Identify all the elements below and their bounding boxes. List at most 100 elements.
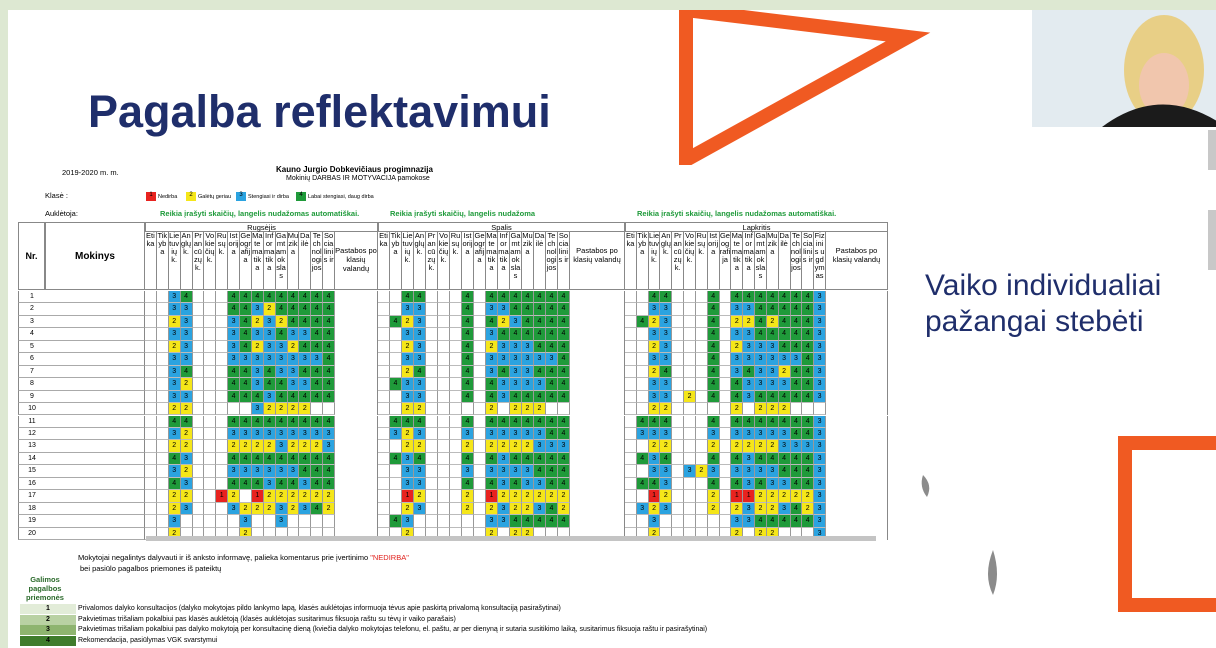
grade-cell: [438, 340, 450, 354]
grade-cell: 4: [546, 328, 558, 341]
grade-cell: 2: [323, 490, 335, 503]
grade-cell: [156, 440, 169, 453]
grade-cell: 2: [228, 490, 240, 503]
subject-header: Geografija: [719, 232, 732, 290]
grade-cell: 3: [402, 465, 414, 478]
grade-cell: 4: [802, 291, 815, 304]
remarks-cell: [826, 440, 888, 453]
grade-cell: [156, 353, 169, 366]
grade-cell: [204, 403, 217, 416]
grade-cell: [625, 340, 637, 354]
legend-label: Labai stengiasi, daug dirba: [308, 194, 374, 200]
grade-cell: [450, 353, 462, 366]
grade-cell: [390, 340, 402, 354]
subject-header: Rusų k.: [450, 232, 462, 290]
grade-cell: 3: [228, 465, 240, 478]
grade-cell: 2: [299, 490, 312, 503]
grade-cell: 4: [240, 378, 252, 391]
grade-cell: [695, 328, 708, 341]
grade-cell: [156, 390, 169, 404]
grade-cell: 3: [323, 440, 335, 453]
grade-cell: [192, 315, 205, 329]
grade-cell: 4: [534, 340, 546, 354]
subject-header: Technologijos: [790, 232, 803, 290]
remarks-cell: [570, 365, 625, 379]
remarks-cell: [570, 340, 625, 354]
grade-cell: [145, 502, 157, 516]
grade-cell: 2: [755, 403, 767, 416]
grade-cell: 4: [323, 452, 335, 466]
grade-cell: [684, 515, 696, 528]
grade-cell: 4: [790, 502, 803, 516]
grade-cell: [802, 403, 815, 416]
grade-cell: 3: [498, 303, 510, 316]
grade-cell: 4: [707, 365, 720, 379]
student-cell: [45, 390, 145, 404]
note: Mokytojai negalintys dalyvauti ir iš ank…: [78, 553, 409, 562]
grade-cell: [426, 415, 438, 428]
grade-cell: 3: [498, 502, 510, 516]
grade-cell: [625, 378, 637, 391]
grade-cell: 4: [790, 465, 803, 478]
grade-cell: 3: [660, 477, 673, 491]
grade-cell: 4: [510, 515, 522, 528]
grade-cell: 3: [228, 315, 240, 329]
remarks-cell: [826, 378, 888, 391]
grade-cell: [216, 427, 229, 441]
grade-cell: 4: [510, 415, 522, 428]
grade-cell: 4: [311, 328, 324, 341]
subject-header: Matematika: [486, 232, 498, 290]
grade-cell: 4: [287, 315, 300, 329]
grade-cell: [450, 452, 462, 466]
grade-cell: [204, 477, 217, 491]
grade-cell: 2: [660, 403, 673, 416]
grade-cell: 4: [275, 477, 288, 491]
grade-cell: [378, 353, 390, 366]
remarks-cell: [570, 390, 625, 404]
grade-cell: 2: [778, 490, 791, 503]
grade-cell: 2: [168, 502, 181, 516]
subject-header: Gamtamokslas: [275, 232, 288, 290]
grade-cell: 3: [814, 353, 826, 366]
grade-cell: 4: [546, 365, 558, 379]
grade-cell: 3: [778, 477, 791, 491]
grade-cell: 4: [546, 502, 558, 516]
grade-cell: [378, 303, 390, 316]
grade-cell: [695, 452, 708, 466]
grade-cell: [390, 403, 402, 416]
grade-cell: 3: [743, 502, 756, 516]
grade-cell: [156, 315, 169, 329]
grade-cell: [719, 378, 732, 391]
subject-header: Istorija: [228, 232, 240, 290]
grade-cell: [450, 291, 462, 304]
grade-cell: 2: [755, 502, 767, 516]
subtitle: Mokinių DARBAS IR MOTYVACIJA pamokose: [286, 175, 430, 182]
note-red: "NEDIRBA": [370, 553, 409, 562]
remarks-cell: [335, 403, 378, 416]
subject-header: Anglų k.: [180, 232, 193, 290]
grade-cell: 3: [790, 440, 803, 453]
remarks-header: Pastabos po klasių valandų: [826, 232, 888, 290]
grade-cell: 4: [790, 303, 803, 316]
grade-cell: 4: [522, 515, 534, 528]
grade-cell: 4: [802, 477, 815, 491]
grade-cell: [625, 415, 637, 428]
grade-cell: 2: [660, 440, 673, 453]
grade-cell: 2: [802, 490, 815, 503]
grade-cell: [156, 378, 169, 391]
grade-cell: 4: [558, 303, 570, 316]
remarks-cell: [826, 353, 888, 366]
grade-cell: 3: [648, 452, 661, 466]
remarks-cell: [335, 515, 378, 528]
grade-cell: [636, 291, 649, 304]
grade-cell: [204, 502, 217, 516]
grade-cell: [719, 291, 732, 304]
grade-cell: 2: [498, 315, 510, 329]
grade-cell: 4: [660, 291, 673, 304]
legend-swatch: 4: [296, 192, 306, 201]
grade-cell: [204, 415, 217, 428]
grade-cell: 4: [534, 452, 546, 466]
grade-cell: [684, 365, 696, 379]
remarks-cell: [826, 502, 888, 516]
grade-cell: 4: [323, 415, 335, 428]
